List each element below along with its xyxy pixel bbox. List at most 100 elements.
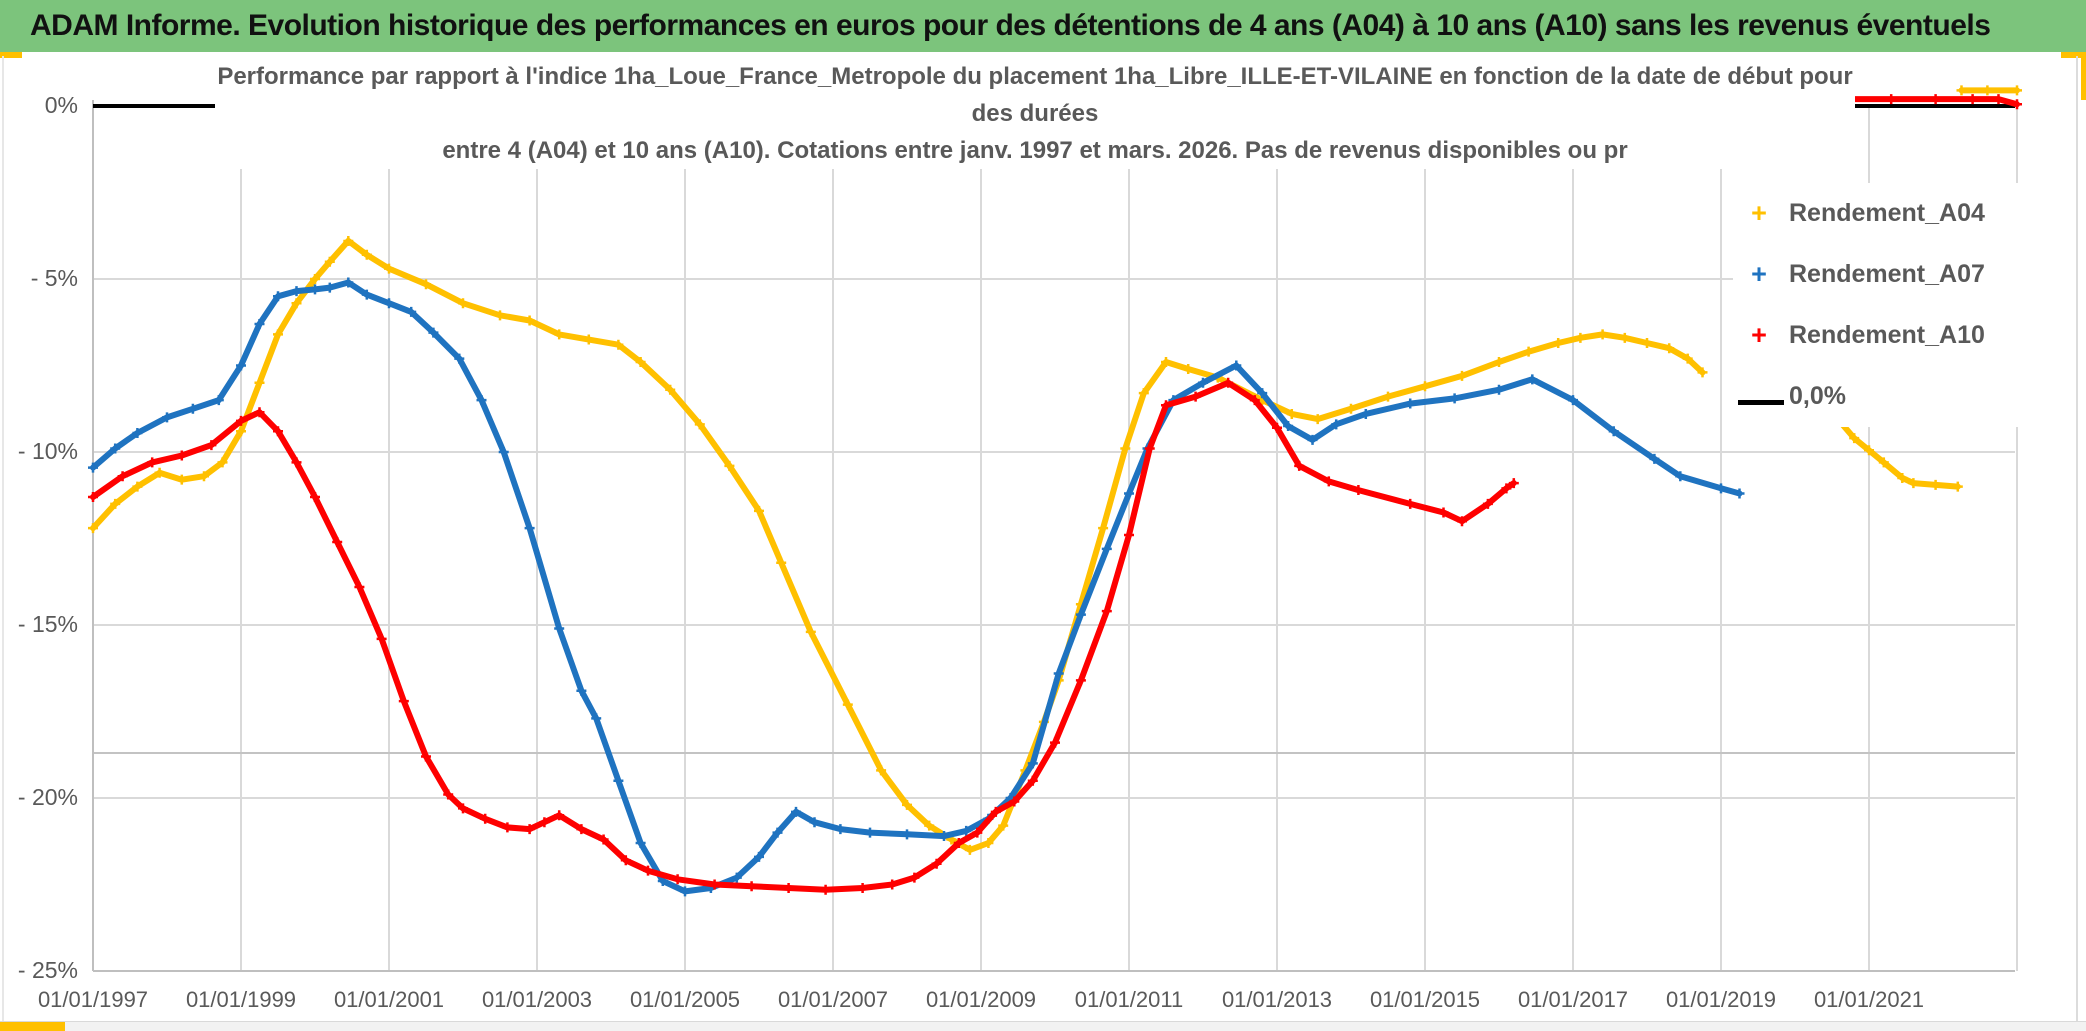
plus-marker-icon — [1438, 507, 1449, 518]
plus-marker-icon — [1124, 488, 1134, 499]
plus-marker-icon — [1956, 85, 1967, 96]
plus-marker-icon — [1161, 357, 1171, 368]
plus-marker-icon — [1101, 543, 1112, 554]
plus-marker-icon — [613, 339, 624, 350]
plus-marker-icon — [1908, 478, 1919, 489]
x-tick-label: 01/01/2021 — [1813, 987, 1925, 1012]
plus-marker-icon — [1697, 367, 1708, 378]
plus-marker-icon — [273, 426, 283, 437]
plus-marker-icon — [187, 403, 198, 414]
plus-marker-icon — [1323, 476, 1334, 487]
plus-marker-icon — [524, 315, 535, 326]
y-tick-label: - 5% — [30, 265, 78, 291]
plus-marker-icon — [1312, 414, 1323, 425]
plus-marker-icon — [643, 865, 653, 876]
plus-marker-icon — [1138, 388, 1149, 399]
plus-marker-icon — [1307, 434, 1318, 445]
plus-marker-icon — [162, 412, 172, 423]
plus-marker-icon — [1272, 422, 1282, 433]
plus-marker-icon — [1886, 94, 1897, 105]
plus-marker-icon — [361, 289, 372, 300]
header-bar: ADAM Informe. Evolution historique des p… — [0, 0, 2086, 52]
plus-marker-icon — [236, 426, 246, 437]
bottom-strip — [0, 1021, 2086, 1031]
plus-marker-icon — [1249, 395, 1260, 406]
chart-frame-right — [2076, 56, 2078, 1021]
plus-marker-icon — [1353, 485, 1364, 496]
plus-marker-icon — [1183, 363, 1194, 374]
plus-marker-icon — [591, 713, 602, 724]
plus-marker-icon — [998, 820, 1009, 831]
plus-marker-icon — [502, 822, 513, 833]
plus-marker-icon — [2012, 99, 2022, 110]
plus-marker-icon: + — [1751, 320, 1767, 350]
legend-item-rendement-a07: + Rendement_A07 — [1733, 244, 2025, 305]
plus-marker-icon — [1568, 395, 1578, 406]
plus-marker-icon — [1009, 796, 1020, 807]
plus-marker-icon — [635, 837, 646, 848]
plus-marker-icon — [254, 377, 265, 388]
plus-marker-icon — [206, 440, 217, 451]
plus-marker-icon — [1734, 488, 1745, 499]
plus-marker-icon — [1161, 400, 1171, 411]
plus-marker-icon — [454, 353, 465, 364]
plus-marker-icon — [310, 274, 320, 284]
gold-accent-right-edge — [2081, 58, 2086, 100]
plus-marker-icon — [236, 360, 246, 371]
plus-marker-icon — [754, 851, 764, 862]
plus-marker-icon — [857, 882, 868, 893]
gold-accent-top-right — [2061, 52, 2086, 58]
gold-accent-bottom-left — [0, 1022, 65, 1031]
plus-marker-icon — [1405, 398, 1416, 409]
plus-marker-icon — [583, 334, 594, 345]
plus-marker-icon — [1075, 675, 1086, 686]
plus-marker-icon — [1101, 606, 1112, 617]
plus-marker-icon — [1482, 498, 1493, 509]
plus-marker-icon — [1098, 523, 1109, 534]
x-tick-label: 01/01/2003 — [481, 987, 593, 1012]
plus-marker-icon — [458, 298, 468, 309]
plus-marker-icon — [665, 384, 676, 395]
plus-marker-icon — [88, 491, 98, 502]
plus-marker-icon — [361, 249, 372, 260]
plus-marker-icon — [791, 806, 801, 817]
plus-marker-icon — [953, 837, 964, 848]
page-title: ADAM Informe. Evolution historique des p… — [30, 9, 1991, 42]
x-tick-label: 01/01/2001 — [333, 987, 445, 1012]
plus-marker-icon — [1383, 391, 1393, 402]
plus-marker-icon — [421, 279, 431, 290]
plus-marker-icon — [865, 827, 875, 838]
plus-marker-icon — [1553, 338, 1564, 349]
plus-marker-icon — [324, 282, 335, 293]
plus-marker-icon — [376, 633, 387, 644]
plus-marker-icon — [805, 626, 816, 637]
plus-marker-icon — [110, 443, 121, 454]
plus-marker-icon — [1878, 457, 1889, 468]
x-tick-label: 01/01/2015 — [1369, 987, 1481, 1012]
plus-marker-icon — [554, 623, 565, 634]
plus-marker-icon — [983, 837, 994, 848]
plus-marker-icon — [772, 827, 783, 838]
plus-marker-icon — [835, 824, 846, 835]
legend: + Rendement_A04 + Rendement_A07 + Rendem… — [1733, 183, 2025, 427]
y-tick-label: - 20% — [17, 784, 78, 810]
plus-marker-icon — [576, 824, 587, 835]
plus-marker-icon — [1144, 443, 1155, 454]
legend-label: Rendement_A07 — [1789, 260, 1985, 288]
plus-marker-icon — [1294, 460, 1305, 471]
plus-marker-icon — [746, 881, 757, 892]
plus-marker-icon — [1124, 530, 1134, 541]
plus-marker-icon — [310, 284, 320, 295]
y-tick-label: - 10% — [17, 438, 78, 464]
plus-marker-icon — [398, 696, 409, 707]
plus-marker-icon — [88, 523, 98, 534]
chart-title-line-3: entre 4 (A04) et 10 ans (A10). Cotations… — [442, 137, 1628, 164]
chart-frame-left — [2, 56, 4, 1021]
plus-marker-icon — [902, 799, 912, 810]
series-line-rendement_a07 — [90, 279, 1743, 895]
plus-marker-icon — [1575, 332, 1586, 343]
x-tick-label: 01/01/2007 — [777, 987, 889, 1012]
plus-marker-icon — [254, 318, 265, 329]
plus-marker-icon — [524, 523, 535, 534]
plus-marker-icon — [1649, 453, 1660, 464]
